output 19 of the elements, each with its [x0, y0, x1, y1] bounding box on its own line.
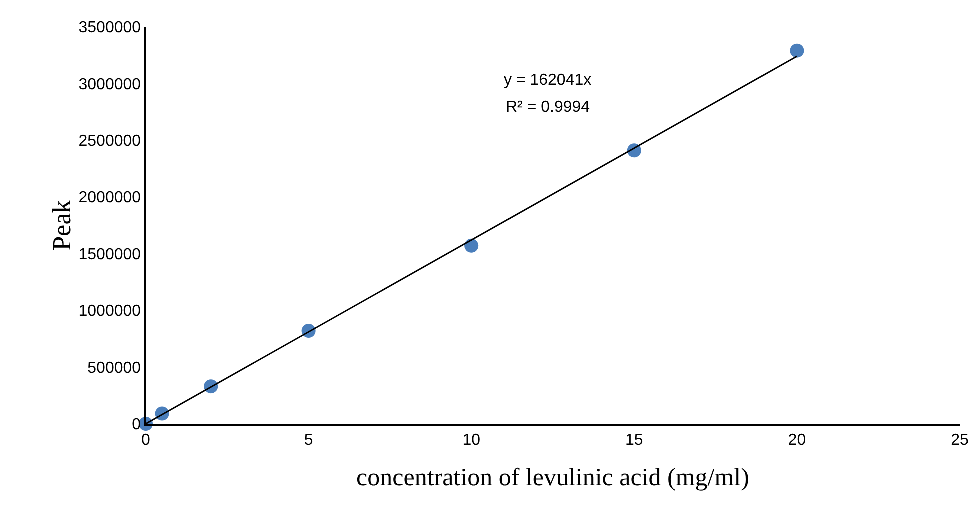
point: [790, 44, 804, 58]
x-tick-label: 25: [951, 432, 969, 449]
y-tick-label: 1000000: [78, 303, 142, 320]
x-axis-title: concentration of levulinic acid (mg/ml): [356, 464, 750, 492]
x-tick-label: 5: [304, 432, 314, 449]
y-tick-label: 1500000: [78, 246, 142, 264]
y-tick-label: 3500000: [78, 20, 142, 37]
x-tick-label: 10: [462, 432, 481, 449]
y-tick-label: 2500000: [78, 133, 142, 150]
point: [464, 238, 479, 253]
annotation: y = 162041x: [504, 72, 592, 89]
y-tick-label: 2000000: [78, 190, 142, 207]
y-tick-label: 0: [132, 416, 142, 434]
y-tick-label: 3000000: [78, 76, 142, 94]
y-axis-title: Peak: [48, 200, 77, 251]
x-tick-label: 20: [788, 432, 806, 449]
y-tick-label: 500000: [88, 360, 142, 377]
annotation: R² = 0.9994: [506, 99, 590, 116]
x-tick-label: 15: [626, 432, 644, 449]
